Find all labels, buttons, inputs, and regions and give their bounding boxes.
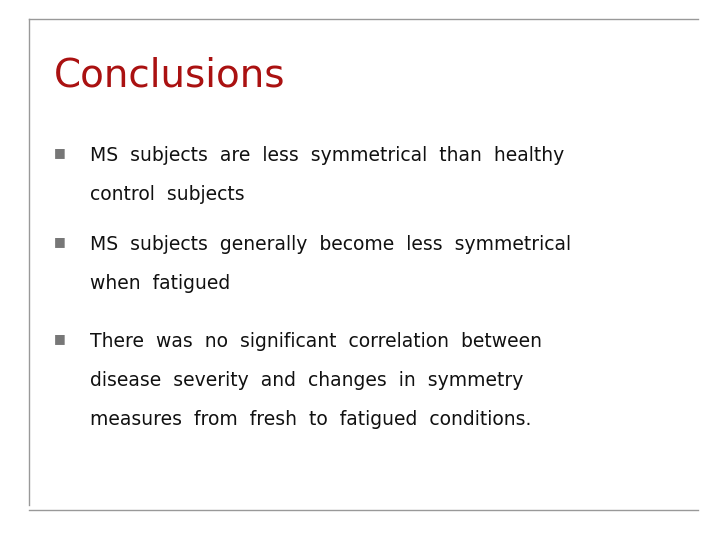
- Text: Conclusions: Conclusions: [54, 57, 286, 94]
- Text: There  was  no  significant  correlation  between: There was no significant correlation bet…: [90, 332, 542, 351]
- Text: disease  severity  and  changes  in  symmetry: disease severity and changes in symmetry: [90, 371, 523, 390]
- Text: MS  subjects  are  less  symmetrical  than  healthy: MS subjects are less symmetrical than he…: [90, 146, 564, 165]
- Text: when  fatigued: when fatigued: [90, 274, 230, 293]
- Text: ■: ■: [54, 332, 66, 345]
- Text: measures  from  fresh  to  fatigued  conditions.: measures from fresh to fatigued conditio…: [90, 410, 531, 429]
- Text: ■: ■: [54, 235, 66, 248]
- Text: MS  subjects  generally  become  less  symmetrical: MS subjects generally become less symmet…: [90, 235, 571, 254]
- Text: control  subjects: control subjects: [90, 185, 245, 204]
- Text: ■: ■: [54, 146, 66, 159]
